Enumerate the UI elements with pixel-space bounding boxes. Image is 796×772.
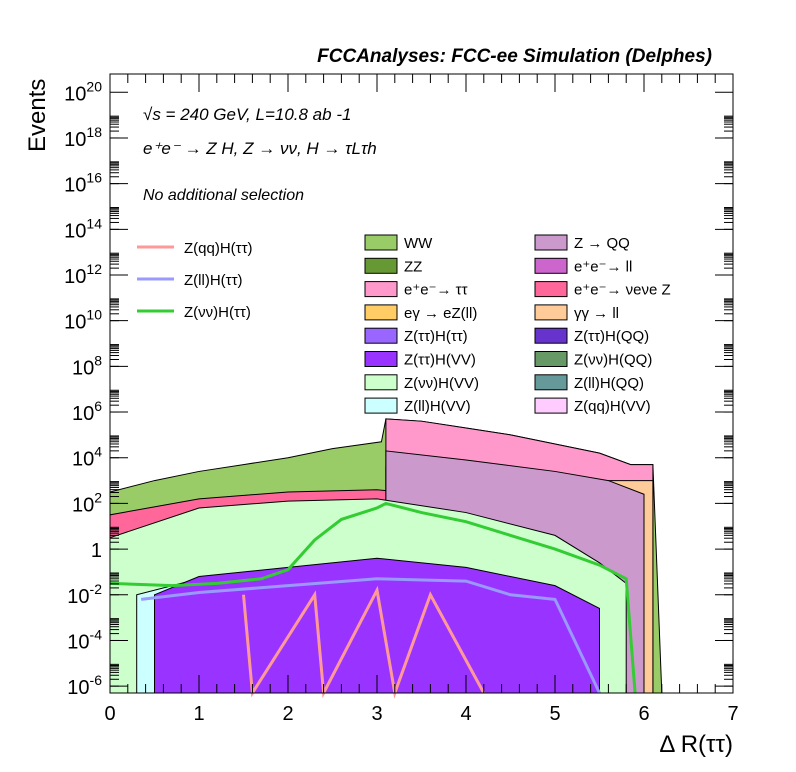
y-axis-label: Events: [24, 79, 51, 152]
y-tick-label: 10-4: [67, 626, 102, 653]
legend-fill-swatch: [364, 374, 398, 391]
legend-label: e⁺e⁻→ ll: [574, 258, 632, 275]
legend-label: Z(ττ)H(ττ): [404, 328, 468, 345]
legend-fill-swatch: [534, 374, 568, 391]
x-tick-label: 6: [638, 703, 649, 725]
y-tick-label: 104: [72, 444, 102, 471]
y-tick-label: 10-2: [67, 581, 102, 608]
legend-fill-swatch: [364, 397, 398, 414]
plot-frame: [109, 73, 734, 694]
signal-lines: [109, 501, 637, 699]
legend-label: Z(qq)H(ττ): [184, 240, 253, 257]
legend-label: Z(ll)H(ττ): [184, 272, 243, 289]
y-tick-label: 1020: [64, 78, 102, 105]
y-tick-label: 106: [72, 398, 102, 425]
legend-label: Z → QQ: [574, 235, 630, 252]
legend-label: WW: [404, 235, 433, 252]
y-tick-label: 1012: [64, 261, 102, 288]
y-tick-label: 1014: [64, 215, 102, 242]
y-tick-label: 1018: [64, 124, 102, 151]
legend-label: Z(qq)H(VV): [574, 398, 651, 415]
legend-label: Z(νν)H(VV): [404, 375, 479, 392]
legend-fill-swatch: [364, 327, 398, 344]
annotation-energy-lumi: √s = 240 GeV, L=10.8 ab -1: [143, 105, 351, 124]
legend-fill-swatch: [534, 281, 568, 298]
x-tick-label: 3: [371, 703, 382, 725]
x-tick-label: 2: [282, 703, 293, 725]
x-tick-label: 7: [727, 703, 738, 725]
legend-label: γγ → ll: [574, 305, 619, 322]
y-tick-label: 1016: [64, 170, 102, 197]
x-tick-label: 1: [193, 703, 204, 725]
y-tick-label: 102: [72, 489, 102, 516]
legend-fill-swatch: [364, 257, 398, 274]
legend-label: Z(νν)H(ττ): [184, 304, 251, 321]
legend-label: ZZ: [404, 258, 422, 275]
chart-title: FCCAnalyses: FCC-ee Simulation (Delphes): [317, 46, 712, 67]
legend-fill-swatch: [534, 234, 568, 251]
y-tick-label: 108: [72, 352, 102, 379]
legend-fill-swatch: [364, 351, 398, 367]
annotation-selection: No additional selection: [143, 187, 304, 204]
y-tick-label: 1: [91, 540, 102, 562]
legend-fill-swatch: [364, 281, 398, 298]
legend-fill-swatch: [534, 351, 568, 367]
line-z-ll-h: [140, 577, 601, 694]
legend-fill-swatch: [364, 304, 398, 321]
y-tick-label: 1010: [64, 307, 102, 334]
x-axis-label: Δ R(ττ): [659, 731, 733, 758]
x-tick-label: 0: [104, 703, 115, 725]
legend-label: e⁺e⁻→ ττ: [404, 282, 468, 299]
y-tick-label: 10-6: [67, 672, 102, 699]
y-axis: 10-6 10-4 10-2 1 102 104 106 108 1010 1012 1014 101…: [64, 78, 733, 699]
line-z-qq-h: [242, 585, 486, 699]
legend-fill-swatch: [534, 397, 568, 414]
annotation-process: e⁺e⁻ → Z H, Z → νν, H → τLτh: [143, 139, 377, 158]
line-z-h: [109, 501, 637, 694]
legend-fill-swatch: [534, 304, 568, 321]
x-tick-label: 4: [460, 703, 471, 725]
legend-label: Z(ll)H(VV): [404, 398, 471, 415]
legend-label: eγ → eZ(ll): [404, 305, 477, 322]
legend-label: Z(ττ)H(QQ): [574, 328, 649, 345]
legend: Z(qq)H(ττ) Z(ll)H(ττ) Z(νν)H(ττ) WW ZZ e⁺e⁻→ …: [137, 234, 671, 415]
legend-fill-swatch: [534, 257, 568, 274]
x-axis: 0 1 2 3 4 5 6 7: [104, 74, 739, 725]
legend-label: Z(ττ)H(VV): [404, 352, 476, 369]
legend-fill-swatch: [364, 234, 398, 251]
legend-label: Z(ll)H(QQ): [574, 375, 644, 392]
legend-label: e⁺e⁻→ νeνe Z: [574, 282, 671, 299]
x-tick-label: 5: [549, 703, 560, 725]
legend-fill-swatch: [534, 327, 568, 344]
legend-label: Z(νν)H(QQ): [574, 352, 652, 369]
